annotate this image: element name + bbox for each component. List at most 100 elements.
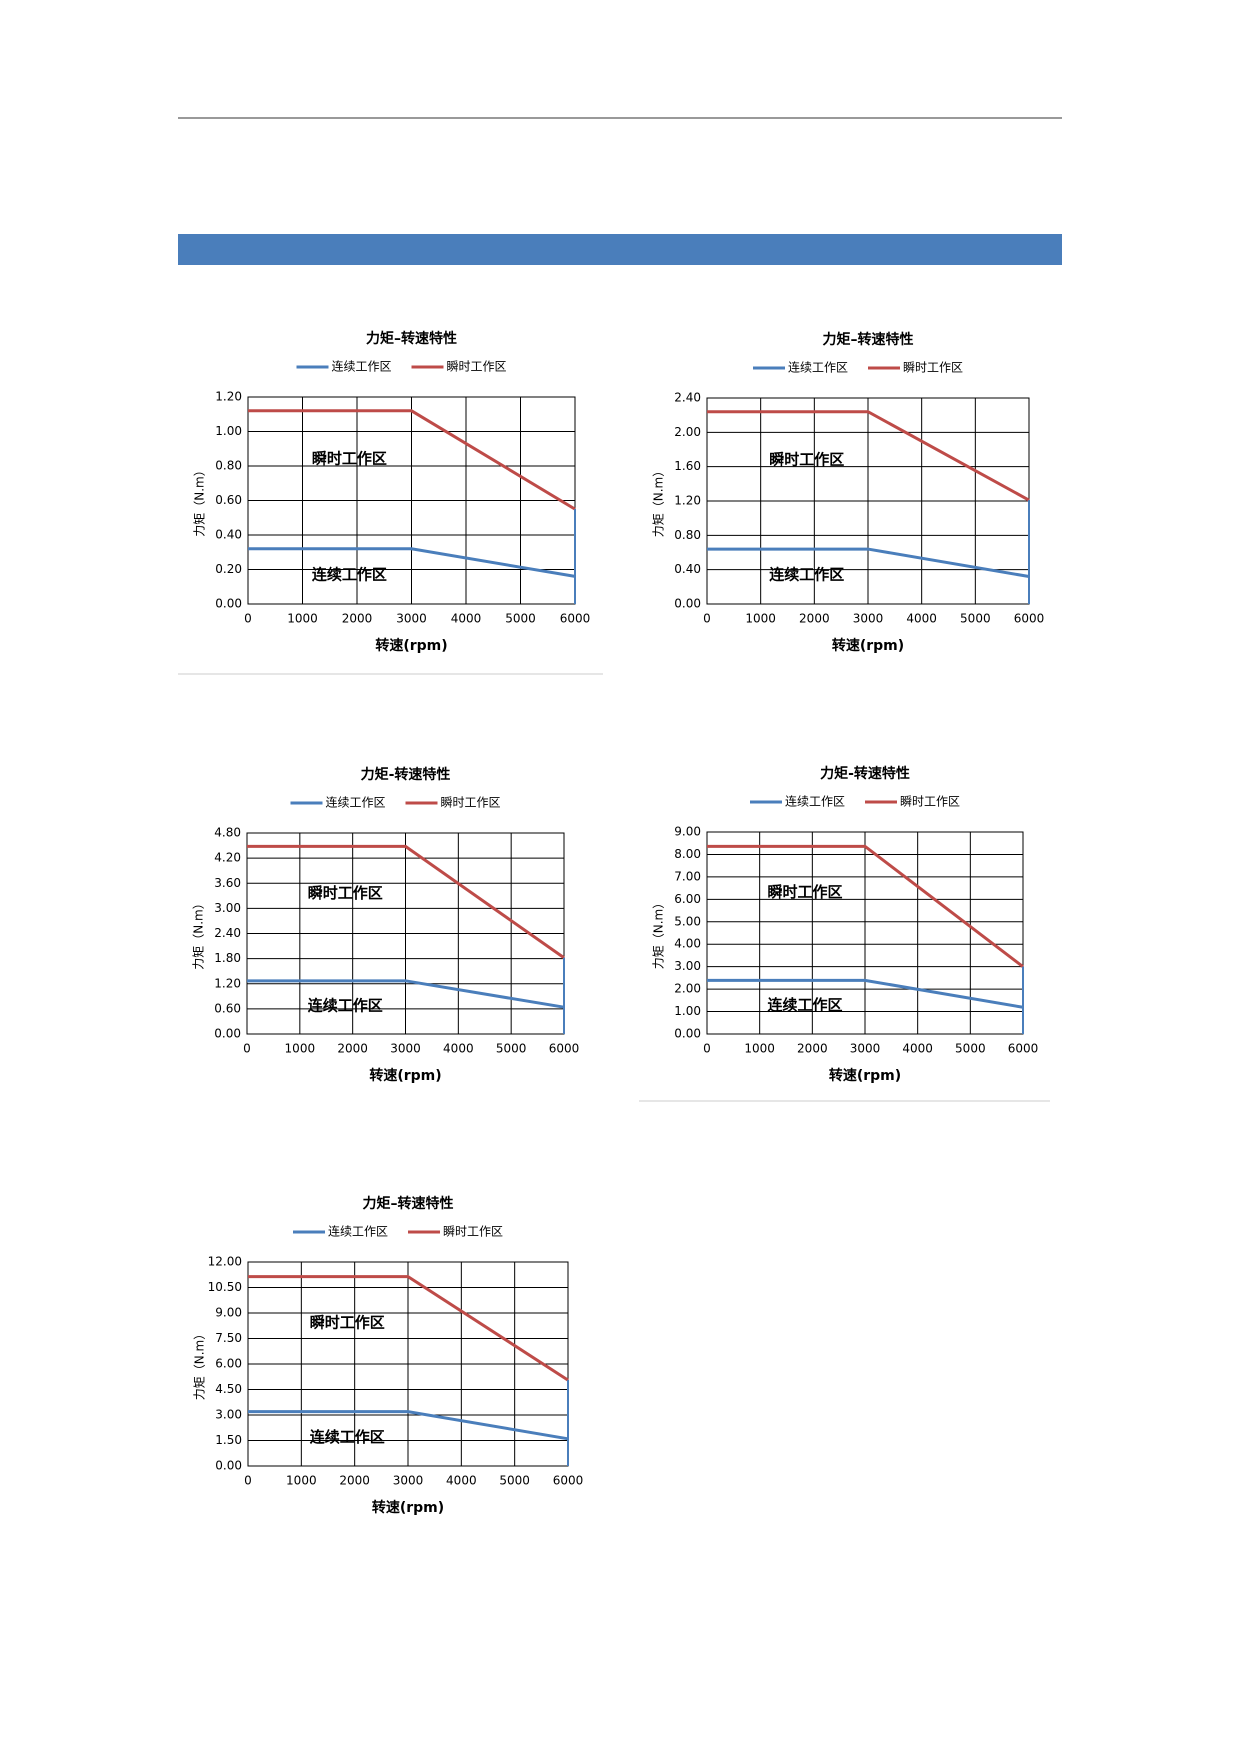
x-tick-label: 1000 [287,612,318,626]
y-tick-label: 5.00 [674,914,701,928]
annotation: 瞬时工作区 [767,883,842,901]
x-tick-label: 1000 [286,1474,317,1488]
x-tick-label: 6000 [549,1042,580,1056]
series-line [247,979,565,1009]
y-tick-label: 4.00 [674,937,701,951]
y-tick-label: 10.50 [208,1280,242,1294]
legend-label: 连续工作区 [328,1224,388,1239]
x-tick-label: 2000 [337,1042,368,1056]
x-tick-label: 2000 [342,612,373,626]
y-axis-label: 力矩（N.m） [652,465,666,537]
y-tick-label: 0.00 [215,1459,242,1473]
chart-title: 力矩–转速特性 [823,331,914,348]
chart-title: 力矩-转速特性 [361,766,451,783]
x-axis-label: 转速(rpm) [369,1067,441,1084]
x-tick-label: 2000 [797,1042,828,1056]
x-tick-label: 3000 [850,1042,881,1056]
x-tick-label: 5000 [955,1042,986,1056]
series-line [248,547,576,578]
series-line [248,409,576,511]
legend-label: 瞬时工作区 [900,795,960,809]
y-tick-label: 0.00 [215,597,242,611]
y-tick-label: 0.60 [214,1001,241,1015]
legend-label: 瞬时工作区 [441,796,501,810]
plot-frame [247,396,576,605]
y-tick-label: 1.00 [674,1004,701,1018]
series-line [707,410,1030,502]
annotation: 瞬时工作区 [310,1314,385,1332]
y-axis-label: 力矩（N.m） [192,897,206,969]
annotation: 连续工作区 [308,996,383,1014]
x-tick-label: 3000 [390,1042,421,1056]
x-tick-label: 6000 [553,1474,584,1488]
y-tick-label: 4.20 [214,851,241,865]
y-tick-label: 2.40 [214,926,241,940]
y-tick-label: 0.80 [215,459,242,473]
legend-label: 连续工作区 [332,359,392,374]
x-tick-label: 1000 [285,1042,316,1056]
y-tick-label: 0.40 [674,562,701,576]
series-line [248,1410,569,1441]
x-tick-label: 6000 [560,612,591,626]
y-tick-label: 1.00 [215,424,242,438]
chart-title: 力矩-转速特性 [820,765,910,782]
legend-label: 连续工作区 [326,795,386,810]
x-tick-label: 4000 [446,1474,477,1488]
x-tick-label: 4000 [451,612,482,626]
y-tick-label: 3.00 [674,959,701,973]
y-tick-label: 6.00 [674,892,701,906]
annotation: 瞬时工作区 [312,450,387,468]
annotation: 连续工作区 [310,1428,385,1446]
y-tick-label: 6.00 [215,1357,242,1371]
x-tick-label: 5000 [960,612,991,626]
plot-frame [706,831,1024,1035]
y-tick-label: 3.00 [215,1408,242,1422]
plot-frame [246,832,565,1035]
x-tick-label: 2000 [799,612,830,626]
x-tick-label: 5000 [496,1042,527,1056]
y-tick-label: 0.00 [674,1027,701,1041]
x-tick-label: 6000 [1014,612,1045,626]
y-tick-label: 3.60 [214,876,241,890]
legend-label: 连续工作区 [788,360,848,375]
y-tick-label: 1.20 [674,494,701,508]
annotation: 连续工作区 [312,566,387,584]
x-tick-label: 0 [703,1042,711,1056]
chart-title: 力矩–转速特性 [366,330,457,347]
x-tick-label: 4000 [902,1042,933,1056]
y-tick-label: 12.00 [208,1255,242,1269]
y-tick-label: 0.80 [674,528,701,542]
x-tick-label: 0 [244,612,252,626]
series-line [707,547,1030,579]
legend-label: 瞬时工作区 [447,360,507,374]
y-tick-label: 1.50 [215,1433,242,1447]
annotation: 瞬时工作区 [308,884,383,902]
x-tick-label: 1000 [744,1042,775,1056]
y-tick-label: 1.80 [214,951,241,965]
y-tick-label: 0.00 [674,597,701,611]
series-line [707,978,1024,1009]
y-tick-label: 0.60 [215,493,242,507]
legend-label: 瞬时工作区 [903,361,963,375]
legend-label: 瞬时工作区 [443,1225,503,1239]
series-line [707,844,1024,968]
y-tick-label: 0.20 [215,562,242,576]
x-tick-label: 0 [243,1042,251,1056]
x-tick-label: 3000 [396,612,427,626]
y-tick-label: 9.00 [215,1306,242,1320]
y-tick-label: 2.00 [674,425,701,439]
y-tick-label: 0.00 [214,1027,241,1041]
y-tick-label: 1.20 [214,976,241,990]
annotation: 连续工作区 [767,996,842,1014]
section-bar [178,234,1062,265]
y-tick-label: 3.00 [214,901,241,915]
y-tick-label: 9.00 [674,825,701,839]
plot-frame [247,1261,569,1467]
x-axis-label: 转速(rpm) [372,1499,444,1516]
x-tick-label: 5000 [505,612,536,626]
y-tick-label: 0.40 [215,528,242,542]
series-line [248,1275,569,1382]
y-axis-label: 力矩（N.m） [652,897,666,969]
x-tick-label: 3000 [393,1474,424,1488]
